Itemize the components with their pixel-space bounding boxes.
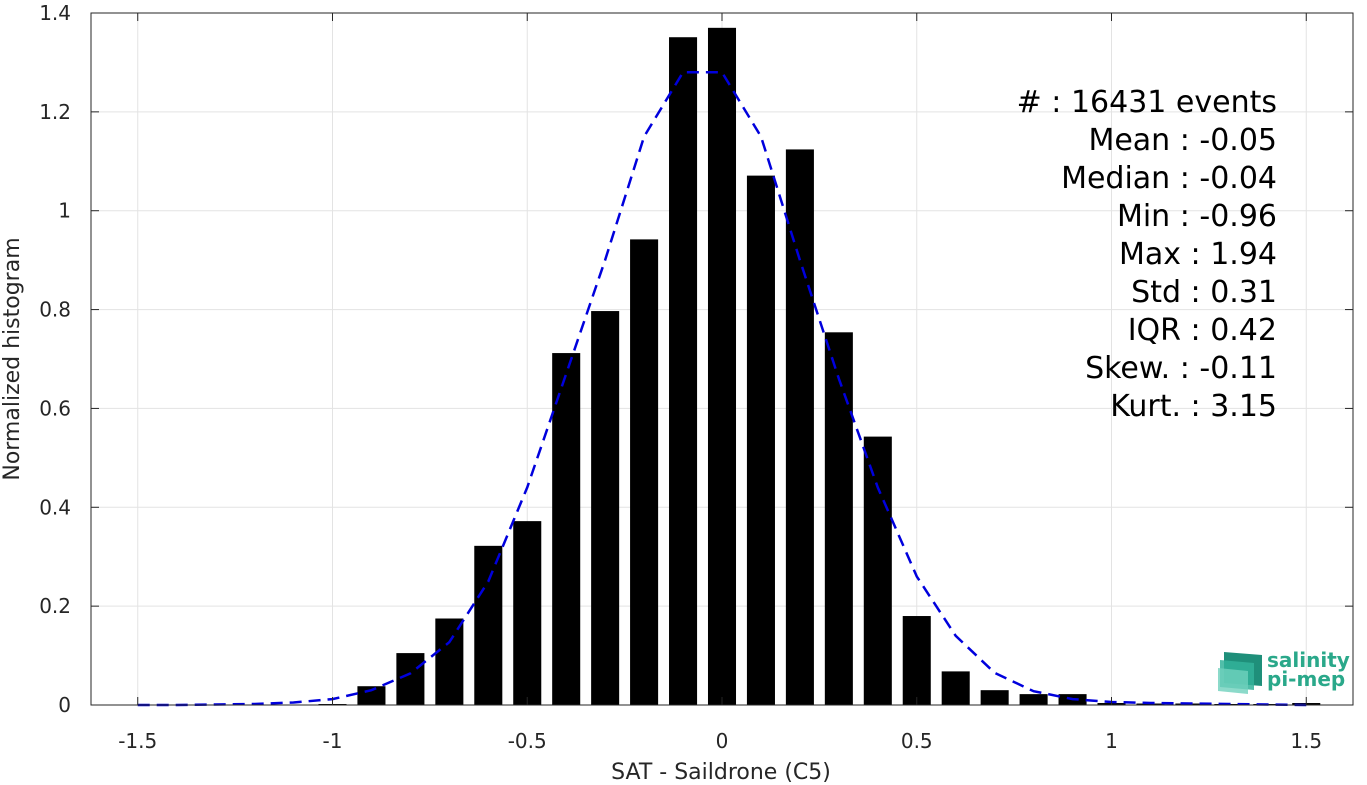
logo-line1: salinity [1267, 648, 1350, 672]
y-tick-label: 0.6 [39, 396, 71, 420]
stats-line: Min : -0.96 [1117, 199, 1277, 234]
stats-line: Std : 0.31 [1131, 275, 1277, 310]
histogram-bar [513, 521, 542, 705]
y-tick-label: 1 [58, 199, 71, 223]
histogram-bar [1019, 694, 1048, 705]
histogram-bar [669, 37, 698, 706]
y-tick-label: 1.2 [39, 100, 71, 124]
x-tick-label: -1.5 [118, 729, 157, 753]
x-tick-label: 1.5 [1290, 729, 1322, 753]
x-tick-label: -1 [323, 729, 343, 753]
y-tick-labels: 0 0.2 0.4 0.6 0.8 1 1.2 1.4 [39, 1, 71, 717]
stats-line: Max : 1.94 [1119, 237, 1277, 272]
histogram-bars [318, 27, 1321, 706]
y-tick-label: 0.8 [39, 298, 71, 322]
stats-line: # : 16431 events [1017, 85, 1277, 120]
y-tick-label: 0.2 [39, 594, 71, 618]
stats-line: Kurt. : 3.15 [1110, 389, 1277, 424]
histogram-bar [357, 686, 386, 705]
histogram-bar [824, 332, 853, 705]
histogram-bar [474, 545, 503, 705]
y-tick-label: 0 [58, 693, 71, 717]
stats-line: IQR : 0.42 [1128, 313, 1277, 348]
x-axis-label: SAT - Saildrone (C5) [611, 760, 831, 785]
histogram-bar [785, 149, 814, 705]
salinity-pi-mep-logo: salinity pi-mep [1218, 648, 1350, 694]
salinity-wave-icon [1218, 652, 1262, 694]
y-tick-label: 0.4 [39, 495, 71, 519]
histogram-bar [980, 690, 1009, 705]
stats-line: Skew. : -0.11 [1085, 351, 1277, 386]
y-tick-label: 1.4 [39, 1, 71, 25]
x-tick-label: 0.5 [901, 729, 933, 753]
x-tick-label: 1 [1105, 729, 1118, 753]
x-tick-label: 0 [716, 729, 729, 753]
stats-line: Median : -0.04 [1061, 161, 1277, 196]
histogram-bar [746, 175, 775, 705]
x-tick-labels: -1.5 -1 -0.5 0 0.5 1 1.5 [118, 729, 1322, 753]
tick-marks [91, 12, 1353, 706]
histogram-bar [707, 27, 737, 706]
histogram-bar [396, 653, 425, 705]
logo-line2: pi-mep [1267, 667, 1345, 691]
stats-line: Mean : -0.05 [1088, 123, 1277, 158]
histogram-bar [630, 239, 659, 705]
histogram-bar [902, 616, 931, 705]
x-tick-label: -0.5 [508, 729, 547, 753]
y-axis-label: Normalized histogram [0, 237, 25, 480]
histogram-bar [552, 353, 581, 705]
histogram-bar [1136, 703, 1165, 705]
histogram-bar [941, 671, 970, 705]
histogram-bar [435, 618, 464, 705]
histogram-bar [863, 436, 892, 705]
histogram-bar [591, 311, 620, 705]
